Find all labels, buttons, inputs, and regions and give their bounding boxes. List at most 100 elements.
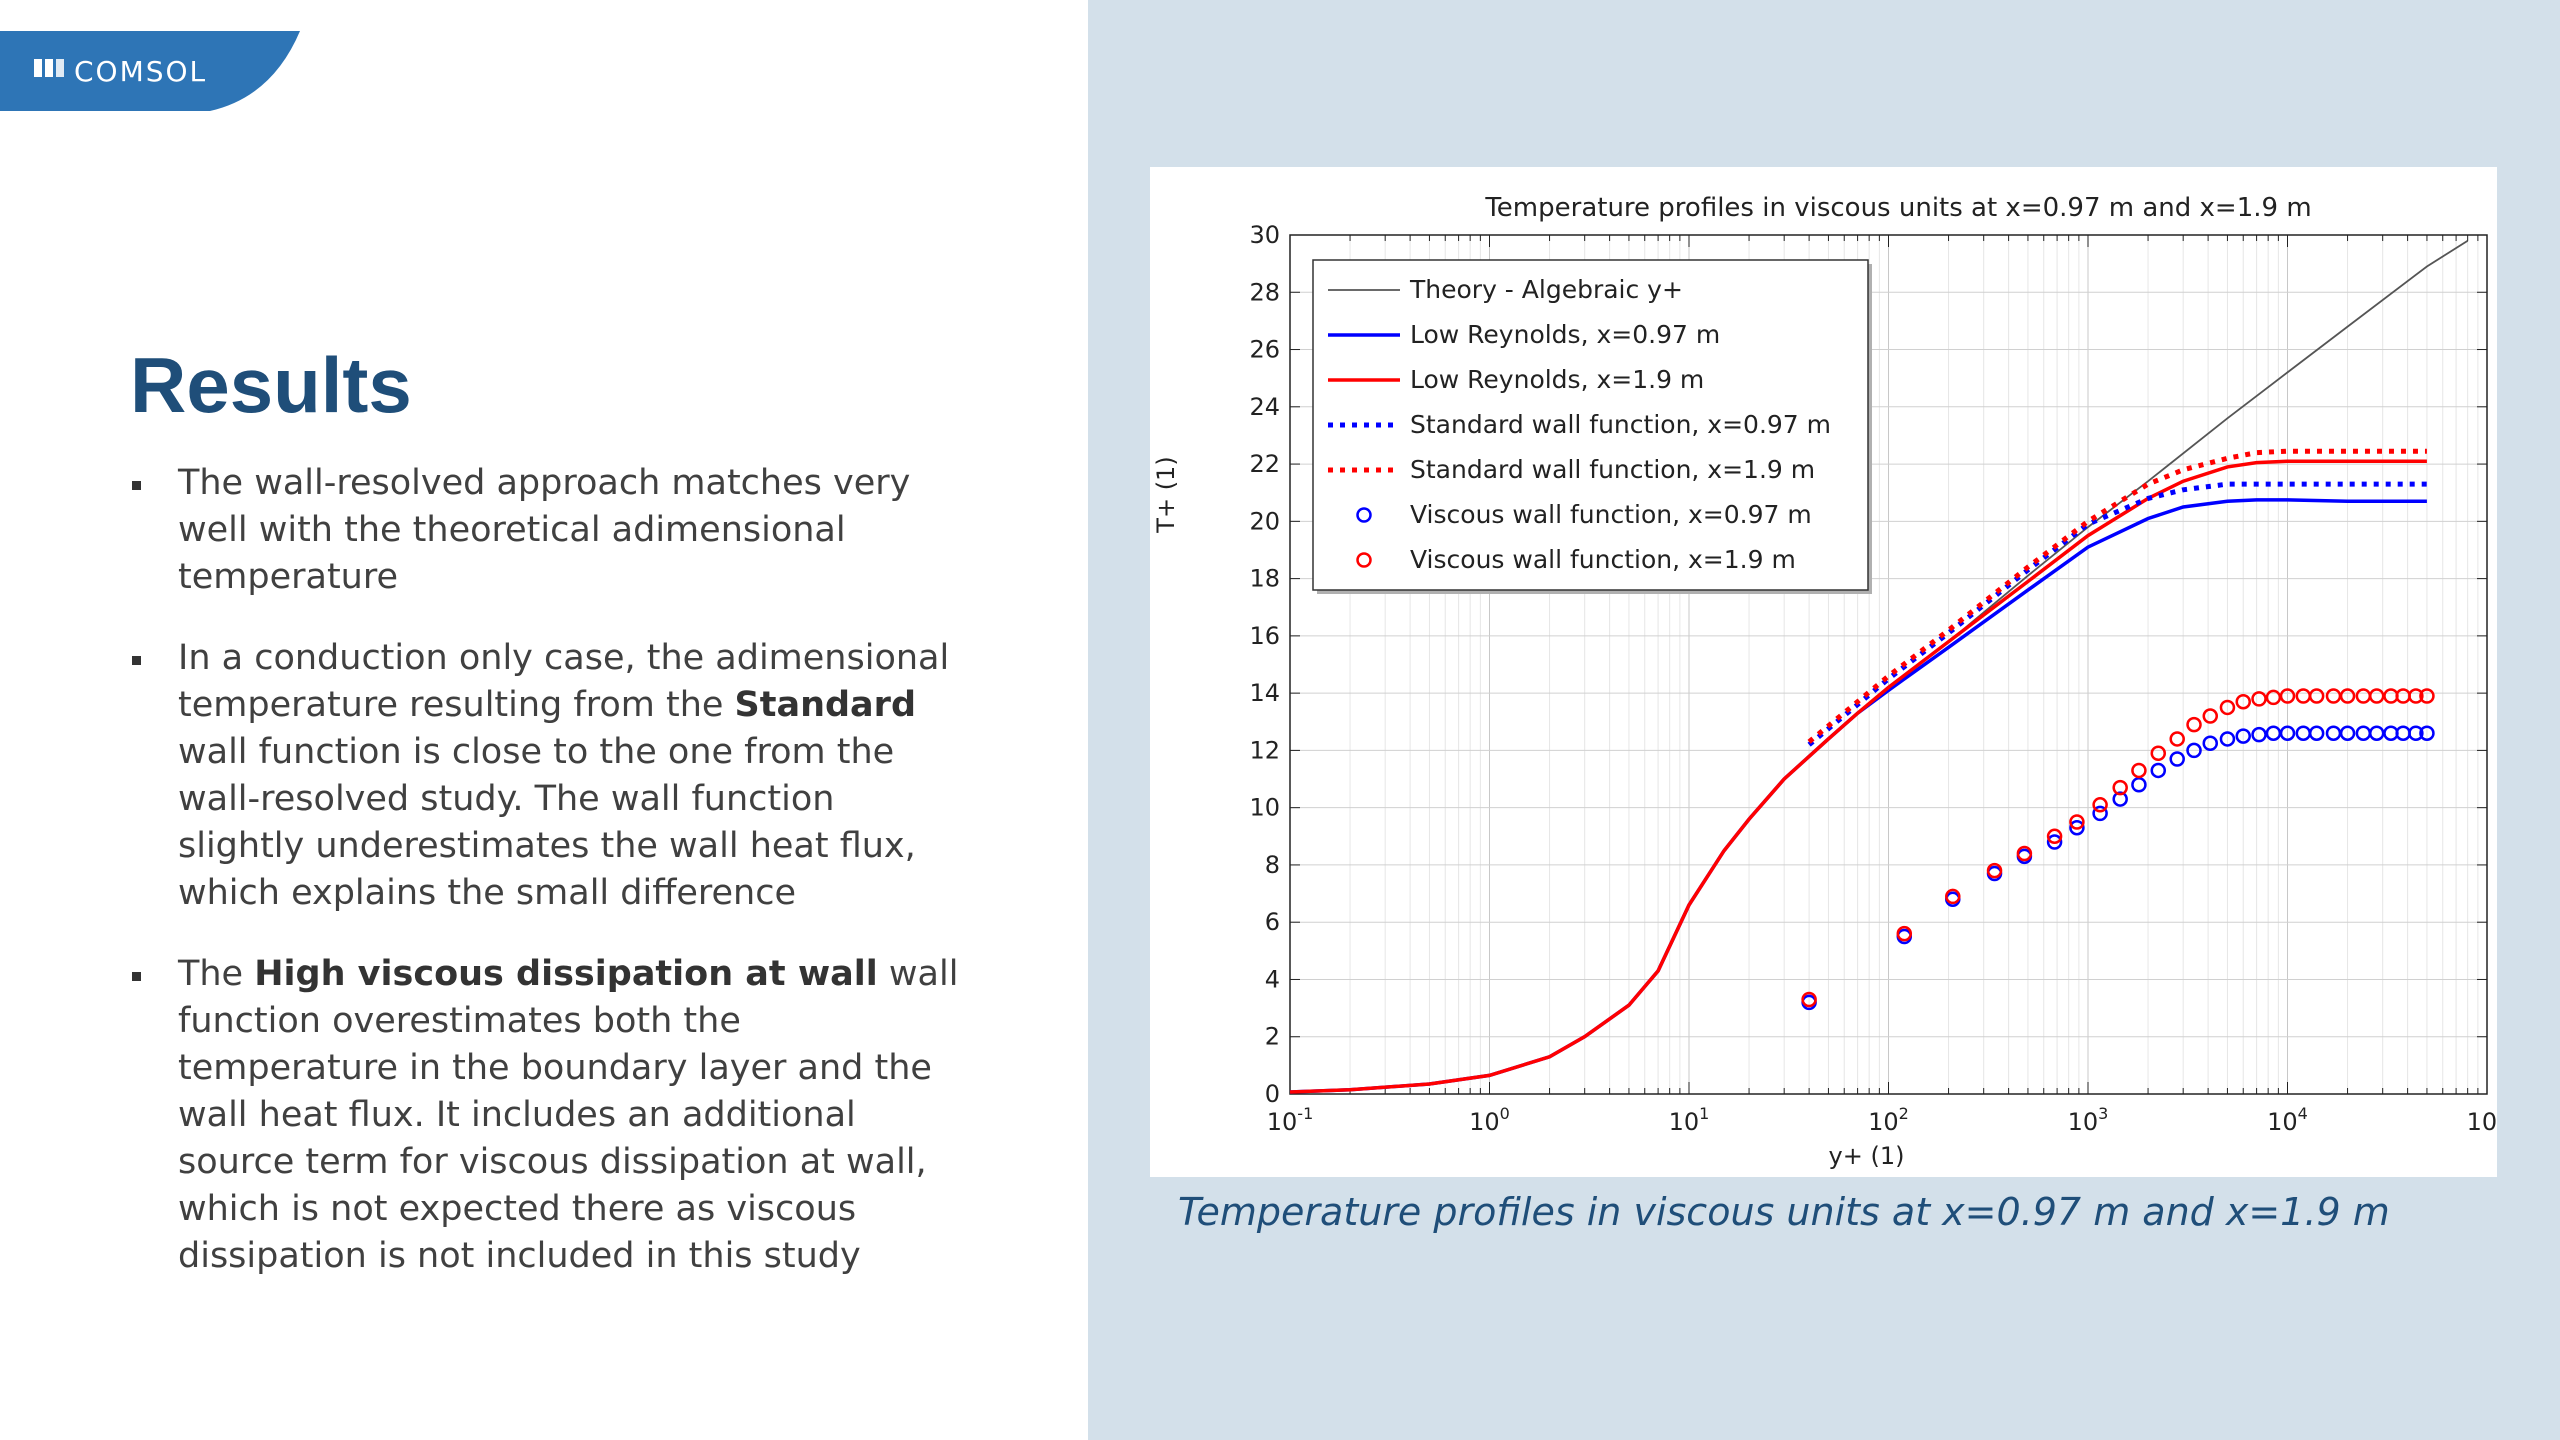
- bullet-emphasis: Standard: [734, 685, 916, 725]
- data-point-marker: [2368, 688, 2385, 704]
- legend-box: [1312, 259, 1869, 591]
- data-point-marker: [2202, 735, 2219, 751]
- x-tick-label: 103: [2068, 1104, 2109, 1136]
- y-tick-label: 14: [1249, 679, 1280, 707]
- bullet-list: The wall-resolved approach matches very …: [130, 460, 960, 1314]
- left-text-panel: COMSOL Results The wall-resolved approac…: [0, 0, 1088, 1440]
- bullet-marker-icon: [132, 481, 141, 490]
- data-point-marker: [2408, 725, 2424, 741]
- chart-title: Temperature profiles in viscous units at…: [1484, 193, 2311, 223]
- y-tick-label: 6: [1265, 908, 1280, 936]
- data-point-marker: [2355, 725, 2372, 741]
- bullet-item: In a conduction only case, the adimensio…: [130, 635, 960, 917]
- bullet-marker-icon: [132, 972, 141, 981]
- data-point-marker: [2219, 731, 2236, 747]
- data-point-marker: [2202, 708, 2219, 724]
- series-line: [1289, 459, 2427, 1094]
- data-point-marker: [2355, 688, 2372, 704]
- legend-entry-label: Low Reynolds, x=1.9 m: [1410, 365, 1704, 394]
- data-point-marker: [2279, 725, 2296, 741]
- data-point-marker: [2408, 688, 2424, 704]
- y-tick-label: 22: [1249, 450, 1280, 478]
- x-tick-label: 105: [2467, 1104, 2497, 1136]
- data-point-marker: [2069, 814, 2085, 830]
- y-tick-label: 28: [1249, 278, 1280, 306]
- data-point-marker: [2016, 845, 2033, 862]
- data-point-marker: [1896, 925, 1913, 942]
- series-line: [1807, 448, 2427, 744]
- y-tick-label: 24: [1249, 393, 1280, 421]
- data-point-marker: [2150, 745, 2167, 762]
- data-point-marker: [2219, 699, 2236, 716]
- bullet-text: The wall-resolved approach matches very …: [178, 463, 911, 597]
- data-point-marker: [2186, 742, 2202, 759]
- data-point-marker: [2046, 834, 2063, 850]
- data-point-marker: [2235, 693, 2251, 710]
- data-point-marker: [2308, 725, 2325, 741]
- data-point-marker: [2339, 688, 2356, 704]
- data-point-marker: [2295, 725, 2312, 741]
- data-point-marker: [2112, 779, 2128, 796]
- y-tick-label: 8: [1265, 851, 1280, 879]
- y-tick-label: 4: [1265, 965, 1280, 993]
- data-point-marker: [2092, 805, 2108, 822]
- legend-entry-label: Standard wall function, x=1.9 m: [1410, 455, 1815, 484]
- y-tick-label: 10: [1249, 794, 1280, 822]
- data-point-marker: [2251, 726, 2267, 743]
- legend-entry-label: Theory - Algebraic y+: [1409, 275, 1683, 304]
- x-tick-label: 100: [1469, 1104, 1510, 1136]
- data-point-marker: [2251, 691, 2267, 707]
- chart-figure: 0 2 4 6 8 10 12 14 16 18 20 22 24 26 28 30 10-1 100 101 102…: [1150, 167, 2497, 1177]
- data-point-marker: [2131, 762, 2147, 779]
- data-point-marker: [2112, 791, 2128, 807]
- data-point-marker: [2325, 725, 2342, 741]
- bullet-marker-icon: [132, 656, 141, 665]
- data-point-marker: [1801, 991, 1817, 1008]
- series-markers: [1801, 725, 2435, 1011]
- data-point-marker: [2279, 688, 2296, 704]
- comsol-logo-icon: [34, 59, 64, 77]
- legend-entry-label: Low Reynolds, x=0.97 m: [1410, 320, 1720, 349]
- x-tick-label: 102: [1868, 1104, 1909, 1136]
- y-tick-label: 0: [1265, 1080, 1280, 1108]
- y-tick-label: 16: [1249, 622, 1280, 650]
- data-point-marker: [2419, 688, 2435, 704]
- brand-tab-shape: [0, 31, 300, 111]
- y-tick-label: 18: [1249, 565, 1280, 593]
- data-point-marker: [2235, 728, 2251, 744]
- brand-name: COMSOL: [74, 55, 208, 88]
- bullet-text: In a conduction only case, the adimensio…: [178, 638, 950, 725]
- data-point-marker: [1945, 888, 1961, 905]
- bullet-text: wall function overestimates both the tem…: [178, 954, 959, 1276]
- data-point-marker: [2325, 688, 2342, 704]
- y-axis-label: T+ (1): [1152, 456, 1180, 533]
- brand-tab: [0, 31, 300, 111]
- data-point-marker: [2092, 797, 2108, 813]
- data-point-marker: [2295, 688, 2312, 704]
- y-tick-label: 20: [1249, 507, 1280, 535]
- data-point-marker: [2169, 751, 2185, 767]
- series-line: [1807, 481, 2427, 747]
- data-point-marker: [2186, 716, 2202, 733]
- legend-entry-label: Viscous wall function, x=1.9 m: [1410, 545, 1796, 574]
- x-tick-label: 104: [2267, 1104, 2308, 1136]
- data-point-marker: [2046, 828, 2063, 845]
- bullet-emphasis: High viscous dissipation at wall: [254, 954, 878, 994]
- data-point-marker: [2419, 725, 2435, 741]
- bullet-text: wall function is close to the one from t…: [178, 732, 916, 913]
- legend-swatch: [1356, 552, 1372, 568]
- data-point-marker: [2131, 777, 2147, 793]
- slide-title: Results: [130, 341, 412, 429]
- bullet-text: The: [178, 954, 255, 994]
- y-tick-label: 2: [1265, 1023, 1280, 1051]
- x-axis-label: y+ (1): [1829, 1142, 1905, 1170]
- legend-entry-label: Viscous wall function, x=0.97 m: [1410, 500, 1812, 529]
- data-point-marker: [2339, 725, 2356, 741]
- data-point-marker: [2308, 688, 2325, 704]
- figure-caption: Temperature profiles in viscous units at…: [1178, 1190, 2390, 1234]
- y-tick-label: 30: [1249, 221, 1280, 249]
- legend-swatch: [1356, 507, 1372, 523]
- bullet-item: The wall-resolved approach matches very …: [130, 460, 960, 601]
- bullet-item: The High viscous dissipation at wall wal…: [130, 951, 960, 1280]
